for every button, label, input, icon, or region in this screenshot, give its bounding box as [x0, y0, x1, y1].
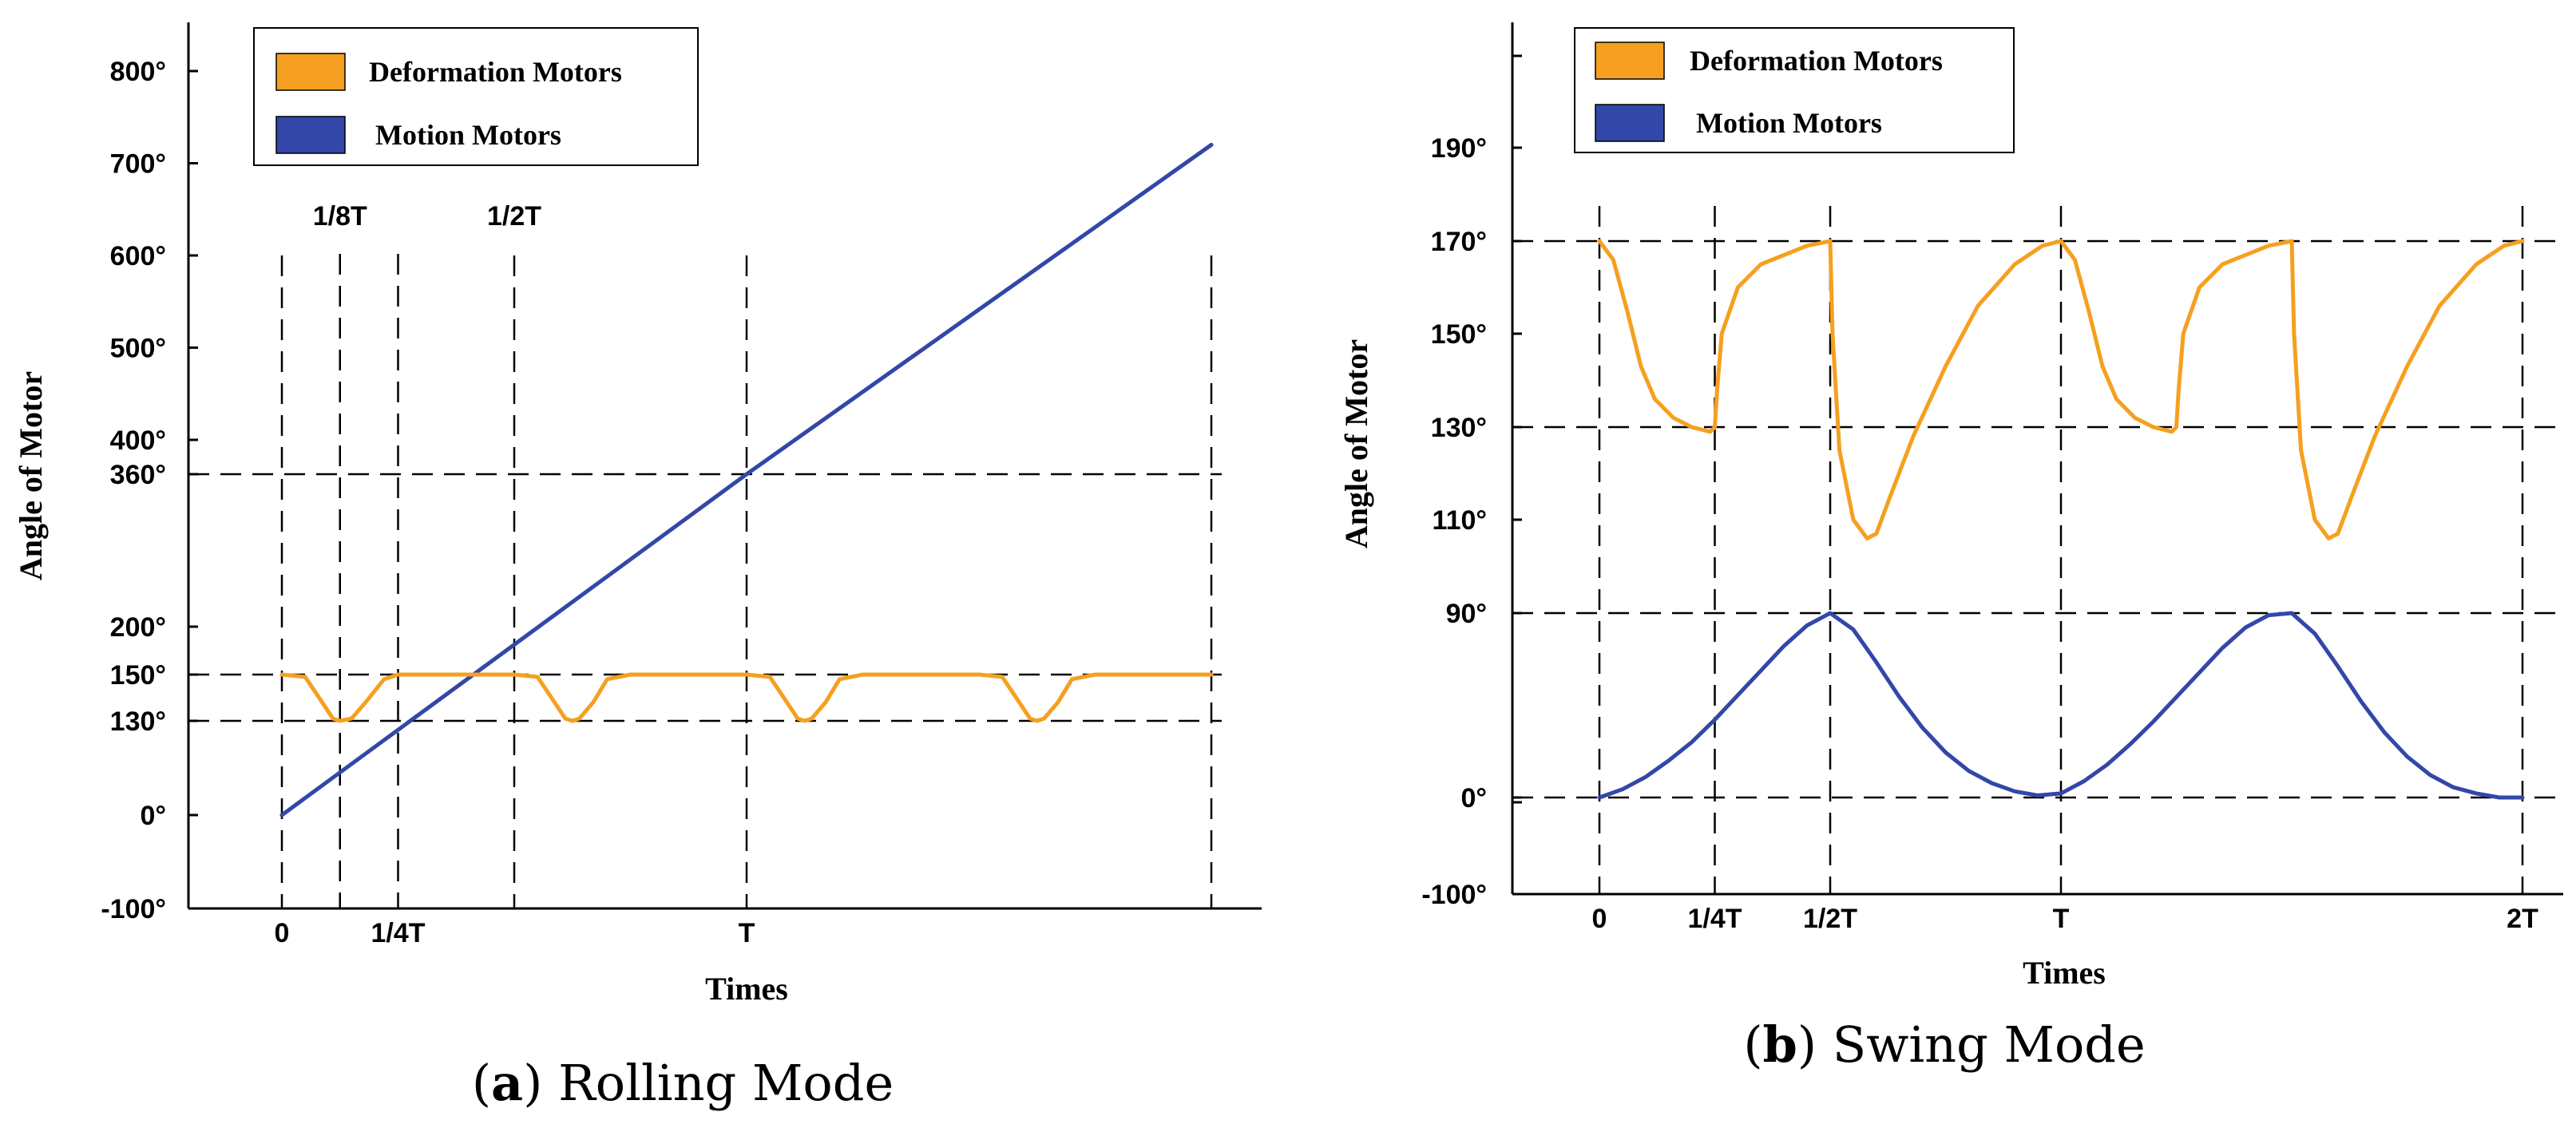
legend-swatch-motion — [275, 116, 346, 154]
legend-swatch-deformation — [1595, 42, 1665, 80]
y-tick-label: 0° — [1460, 783, 1487, 813]
legend-label-motion: Motion Motors — [375, 119, 561, 151]
y-tick-label: -100° — [101, 894, 166, 924]
x-axis-title: Times — [2023, 955, 2106, 991]
legend-swatch-deformation — [275, 53, 346, 91]
panel-swing-mode: 190° 170° 150° 130° 110° 90° 0° -100° 0 1/4T 1/2T T… — [1338, 22, 2563, 1074]
y-tick-label: 700° — [110, 149, 166, 180]
series-line-motion — [1597, 611, 2525, 800]
legend-label-motion: Motion Motors — [1696, 107, 1882, 139]
x-tick-label-top: 1/8T — [313, 201, 367, 232]
series-line-deformation — [279, 672, 1214, 723]
y-tick-label: 130° — [110, 706, 166, 737]
legend-label-deformation: Deformation Motors — [1690, 45, 1943, 77]
y-tick-label: 200° — [110, 612, 166, 643]
x-tick-label: T — [739, 918, 755, 948]
x-tick-label: 1/4T — [371, 918, 425, 948]
y-axis-title: Angle of Motor — [1338, 339, 1374, 548]
y-tick-label: 150° — [110, 660, 166, 691]
y-tick-label: 400° — [110, 425, 166, 456]
y-tick-label: 170° — [1431, 227, 1487, 257]
legend-swatch-motion — [1595, 104, 1665, 142]
x-tick-label: T — [2053, 904, 2070, 934]
y-tick-label: 600° — [110, 241, 166, 271]
caption-text: Rolling Mode — [542, 1054, 894, 1112]
y-tick-label: 190° — [1431, 133, 1487, 164]
x-tick-label: 2T — [2507, 904, 2538, 934]
y-tick-label: -100° — [1421, 880, 1487, 910]
y-tick-label: 90° — [1446, 599, 1487, 629]
legend: Deformation Motors Motion Motors — [253, 27, 699, 166]
caption-text: Swing Mode — [1817, 1015, 2146, 1074]
x-tick-label: 1/4T — [1687, 904, 1742, 934]
y-tick-label: 500° — [110, 334, 166, 364]
caption-letter: b — [1763, 1015, 1797, 1074]
y-tick-label: 110° — [1433, 505, 1487, 536]
y-tick-label: 360° — [110, 460, 166, 490]
x-tick-label: 0 — [1592, 904, 1607, 934]
y-tick-label: 150° — [1431, 319, 1487, 350]
panel-caption: (a) Rolling Mode — [472, 1054, 894, 1112]
x-tick-label: 0 — [275, 918, 290, 948]
y-tick-label: 130° — [1431, 413, 1487, 443]
panel-rolling-mode: 800° 700° 600° 500° 400° 360° 200° 150° 130° 0° -1… — [13, 22, 1262, 1112]
x-tick-label-top: 1/2T — [487, 201, 541, 232]
series-line-deformation — [1597, 239, 2525, 540]
legend: Deformation Motors Motion Motors — [1574, 27, 2015, 153]
y-axis-title: Angle of Motor — [13, 371, 49, 580]
x-tick-label: 1/2T — [1803, 904, 1857, 934]
series-line-motion — [279, 142, 1214, 817]
panel-caption: (b) Swing Mode — [1743, 1015, 2145, 1074]
caption-letter: a — [491, 1054, 523, 1112]
y-tick-label: 800° — [110, 57, 166, 87]
y-tick-label: 0° — [140, 801, 166, 831]
x-axis-title: Times — [705, 971, 788, 1007]
legend-label-deformation: Deformation Motors — [369, 56, 622, 88]
